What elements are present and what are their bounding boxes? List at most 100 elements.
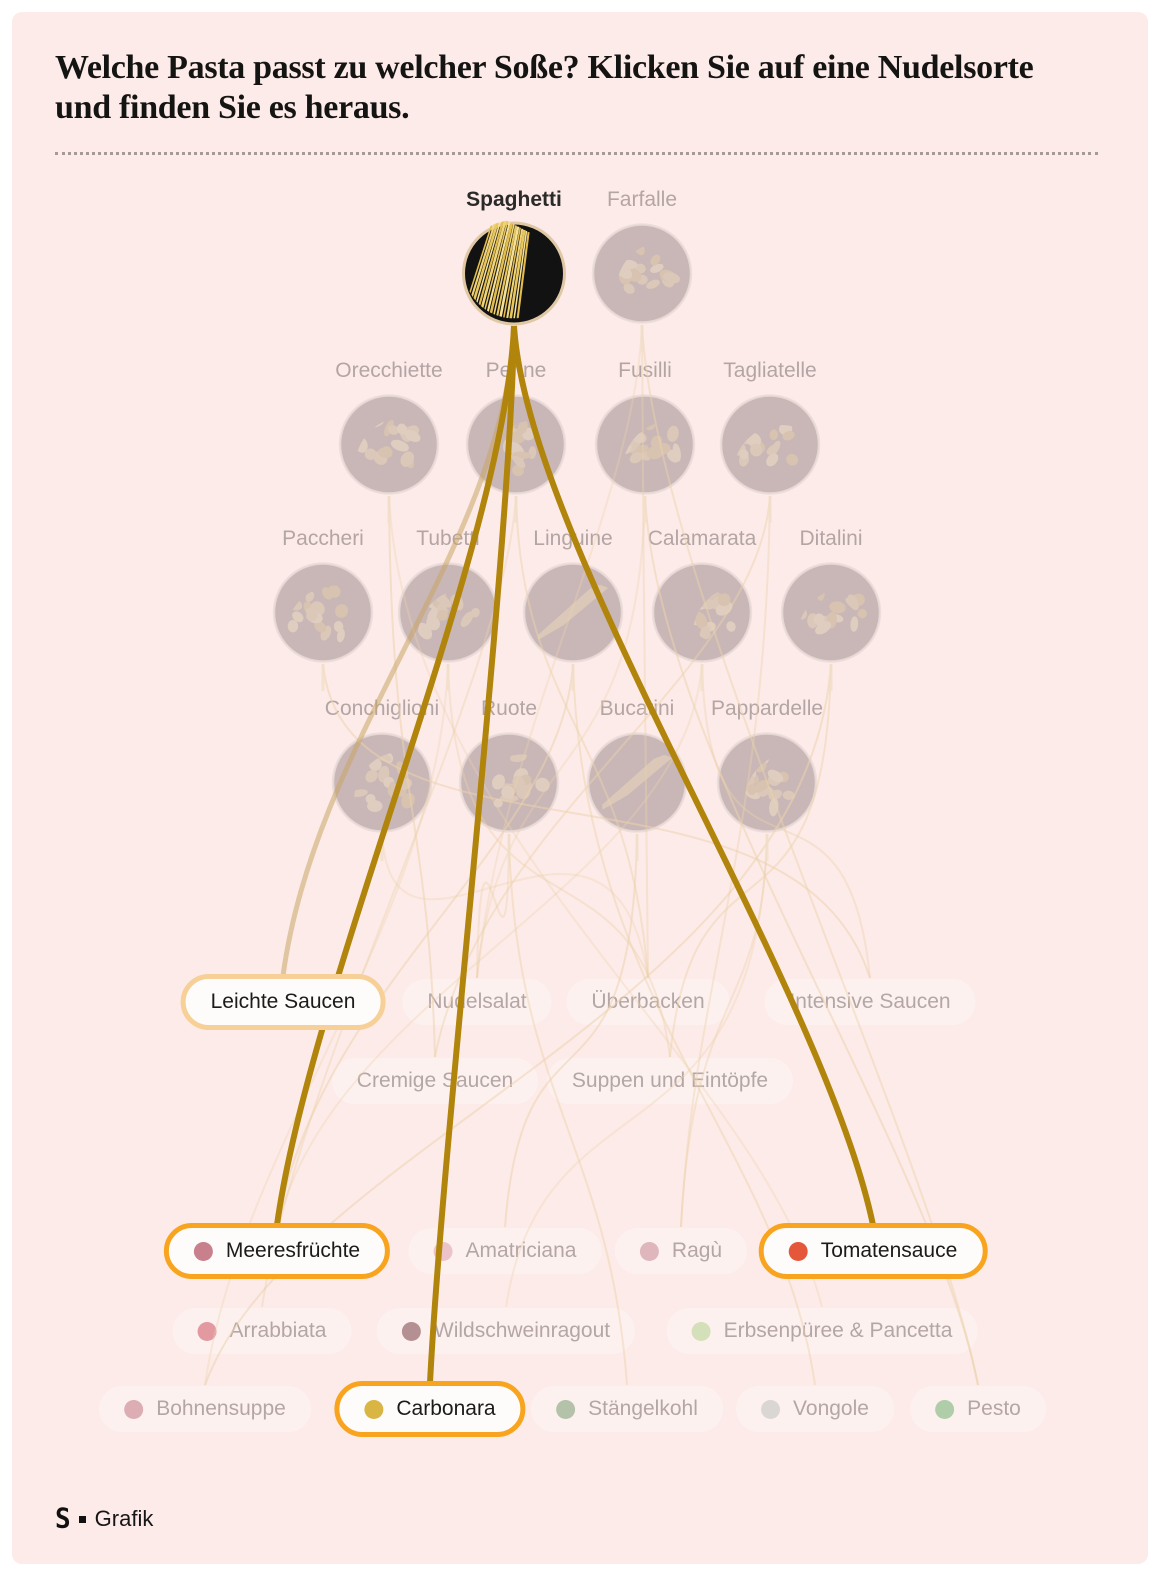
- pasta-label-tubetti: Tubetti: [416, 527, 480, 550]
- category-pill-label: Intensive Saucen: [789, 990, 951, 1013]
- pasta-label-bucatini: Bucatini: [599, 697, 675, 720]
- pasta-label-calamarata: Calamarata: [647, 527, 757, 550]
- faded-connection-line: [204, 663, 449, 1386]
- page-title: Welche Pasta passt zu welcher Soße? Klic…: [55, 49, 1034, 126]
- sauce-pill-label: Ragù: [671, 1239, 723, 1262]
- faded-connection-line: [504, 833, 638, 1228]
- category-pill-überbacken[interactable]: Überbacken: [566, 979, 730, 1025]
- sauce-pill-meeresfrüchte[interactable]: Meeresfrüchte: [163, 1223, 391, 1279]
- sauce-pill-label: Carbonara: [396, 1397, 496, 1420]
- sauce-dot-icon: [788, 1241, 808, 1261]
- pasta-label-pappardelle: Pappardelle: [710, 697, 824, 720]
- brand-footer: S Grafik: [55, 1503, 154, 1535]
- pasta-circle-orecchiette[interactable]: [337, 393, 441, 502]
- pasta-label-paccheri: Paccheri: [282, 527, 364, 550]
- faded-connection-line: [476, 324, 643, 979]
- sauce-pill-carbonara[interactable]: Carbonara: [334, 1381, 526, 1437]
- connection-line-tomatensauce: [511, 325, 876, 1226]
- faded-connection-line: [701, 663, 871, 979]
- pasta-circle-spaghetti[interactable]: [459, 219, 569, 334]
- category-pill-label: Überbacken: [591, 990, 705, 1013]
- faded-connection-line: [388, 495, 436, 1058]
- pasta-circle-conchiglioni[interactable]: [330, 731, 434, 840]
- brand-label: Grafik: [94, 1506, 154, 1531]
- pasta-label-penne: Penne: [485, 359, 547, 382]
- faded-connection-line: [476, 495, 646, 979]
- sauce-dot-icon: [761, 1399, 781, 1419]
- faded-connection-line: [388, 495, 823, 1308]
- pasta-label-ditalini: Ditalini: [799, 527, 863, 550]
- sauce-pill-label: Stängelkohl: [588, 1397, 698, 1420]
- pasta-label-conchiglioni: Conchiglioni: [324, 697, 440, 720]
- brand-logo-icon: S: [55, 1503, 71, 1535]
- sauce-pill-label: Vongole: [793, 1397, 869, 1420]
- category-pill-cremige-saucen[interactable]: Cremige Saucen: [331, 1058, 539, 1104]
- sauce-pill-vongole[interactable]: Vongole: [736, 1386, 894, 1432]
- pasta-circle-bucatini[interactable]: [585, 731, 689, 840]
- category-pill-leichte-saucen[interactable]: Leichte Saucen: [180, 974, 386, 1030]
- sauce-pill-erbsenpüree-pancetta[interactable]: Erbsenpüree & Pancetta: [666, 1308, 978, 1354]
- sauce-dot-icon: [193, 1241, 213, 1261]
- faded-connection-line: [572, 663, 816, 1386]
- brand-square-icon: [78, 1515, 86, 1523]
- sauce-dot-icon: [556, 1399, 576, 1419]
- sauce-pill-label: Amatriciana: [465, 1239, 577, 1262]
- faded-connection-line: [669, 663, 832, 1058]
- connection-line-meeresfrüchte: [274, 325, 517, 1226]
- category-pill-label: Nudelsalat: [427, 990, 527, 1013]
- faded-connection-line: [641, 324, 649, 979]
- sauce-pill-label: Tomatensauce: [820, 1239, 958, 1262]
- dotted-divider: [55, 152, 1098, 155]
- sauce-pill-wildschweinragout[interactable]: Wildschweinragout: [376, 1308, 636, 1354]
- sauce-pill-stängelkohl[interactable]: Stängelkohl: [531, 1386, 723, 1432]
- faded-connection-line: [680, 833, 768, 1228]
- connection-line-carbonara: [427, 325, 517, 1384]
- sauce-pill-label: Bohnensuppe: [156, 1397, 286, 1420]
- category-pill-label: Suppen und Eintöpfe: [571, 1069, 769, 1092]
- faded-connection-line: [505, 833, 768, 1308]
- pasta-label-spaghetti: Spaghetti: [466, 188, 562, 211]
- pasta-circle-pappardelle[interactable]: [715, 731, 819, 840]
- faded-connection-line: [322, 663, 871, 979]
- pasta-label-farfalle: Farfalle: [606, 188, 678, 211]
- pasta-label-fusilli: Fusilli: [618, 359, 672, 382]
- pasta-circle-tagliatelle[interactable]: [718, 393, 822, 502]
- faded-connection-line: [276, 663, 574, 1228]
- sauce-dot-icon: [197, 1321, 217, 1341]
- pasta-circle-tubetti[interactable]: [396, 561, 500, 670]
- faded-connection-line: [508, 833, 628, 1386]
- faded-connection-line: [476, 833, 510, 979]
- faded-connection-line: [276, 663, 703, 1228]
- sauce-pill-tomatensauce[interactable]: Tomatensauce: [758, 1223, 988, 1279]
- sauce-pill-label: Wildschweinragout: [433, 1319, 611, 1342]
- sauce-pill-rag-[interactable]: Ragù: [614, 1228, 748, 1274]
- sauce-dot-icon: [401, 1321, 421, 1341]
- category-pill-label: Cremige Saucen: [356, 1069, 514, 1092]
- pasta-label-tagliatelle: Tagliatelle: [723, 359, 817, 382]
- pasta-circle-fusilli[interactable]: [593, 393, 697, 502]
- category-pill-nudelsalat[interactable]: Nudelsalat: [402, 979, 552, 1025]
- faded-connection-line: [204, 663, 832, 1386]
- pasta-label-ruote: Ruote: [480, 697, 538, 720]
- faded-connection-line: [515, 495, 649, 979]
- faded-connection-line: [680, 495, 771, 1228]
- category-pill-suppen-und-eintöpfe[interactable]: Suppen und Eintöpfe: [546, 1058, 794, 1104]
- pasta-circle-ditalini[interactable]: [779, 561, 883, 670]
- sauce-pill-label: Arrabbiata: [229, 1319, 327, 1342]
- sauce-dot-icon: [124, 1399, 144, 1419]
- category-pill-intensive-saucen[interactable]: Intensive Saucen: [764, 979, 976, 1025]
- sauce-pill-arrabbiata[interactable]: Arrabbiata: [172, 1308, 352, 1354]
- sauce-pill-bohnensuppe[interactable]: Bohnensuppe: [99, 1386, 311, 1432]
- category-pill-label: Leichte Saucen: [210, 990, 356, 1013]
- pasta-circle-calamarata[interactable]: [650, 561, 754, 670]
- sauce-pill-label: Pesto: [967, 1397, 1021, 1420]
- sauce-dot-icon: [691, 1321, 711, 1341]
- pasta-circle-farfalle[interactable]: [590, 222, 694, 331]
- sauce-pill-label: Erbsenpüree & Pancetta: [723, 1319, 953, 1342]
- sauce-pill-pesto[interactable]: Pesto: [910, 1386, 1046, 1432]
- pasta-circle-paccheri[interactable]: [271, 561, 375, 670]
- sauce-dot-icon: [639, 1241, 659, 1261]
